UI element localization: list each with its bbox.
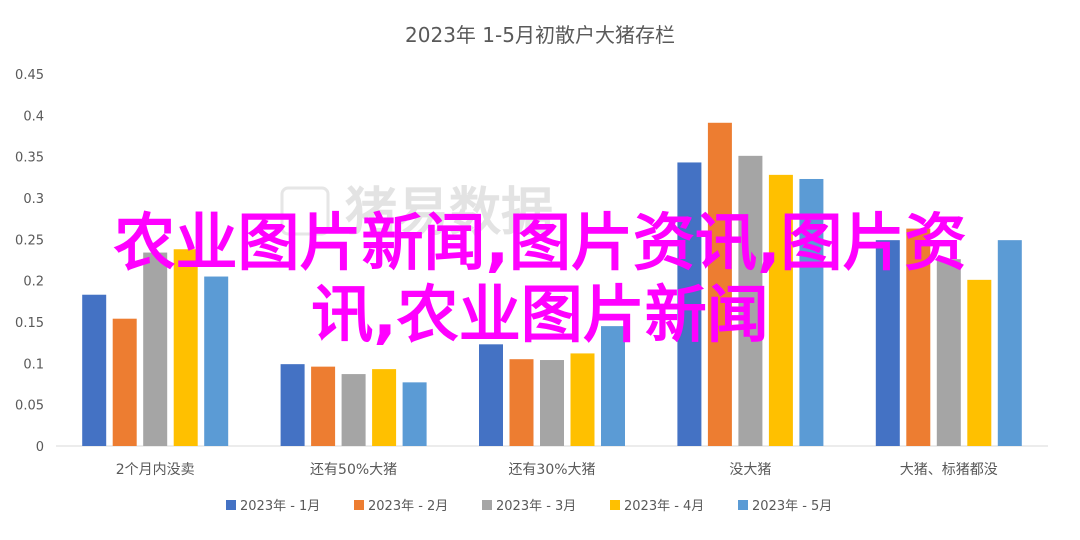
bar: [601, 326, 625, 446]
bar: [82, 294, 107, 446]
bar: [707, 122, 732, 447]
bar: [372, 369, 397, 446]
y-tick-label: 0.25: [15, 233, 44, 248]
bar: [570, 353, 595, 446]
y-tick-label: 0.1: [23, 357, 44, 372]
legend-swatch: [610, 500, 620, 510]
bar: [341, 374, 366, 446]
bar: [906, 228, 931, 446]
legend-label: 2023年 - 1月: [240, 499, 320, 514]
bar: [311, 366, 336, 446]
x-tick-label: 还有50%大猪: [310, 462, 397, 478]
legend-label: 2023年 - 4月: [624, 499, 704, 514]
bar: [280, 364, 305, 446]
legend-swatch: [226, 500, 236, 510]
y-tick-label: 0.3: [23, 192, 44, 207]
bar: [540, 360, 564, 446]
bar: [173, 249, 198, 446]
y-tick-label: 0: [36, 440, 44, 455]
y-tick-label: 0.15: [15, 316, 44, 331]
y-tick-label: 0.4: [23, 109, 44, 124]
bar: [677, 162, 702, 446]
bar: [936, 259, 961, 446]
bar: [738, 155, 763, 446]
bar: [112, 318, 137, 446]
bar: [204, 276, 229, 446]
y-tick-label: 0.2: [23, 275, 44, 290]
bar: [967, 279, 992, 446]
bar: [875, 240, 900, 446]
bar: [799, 178, 824, 446]
bar: [768, 174, 793, 446]
x-tick-label: 大猪、标猪都没: [900, 462, 998, 478]
legend-swatch: [482, 500, 492, 510]
bar: [402, 382, 427, 446]
bar: [509, 359, 534, 446]
legend-swatch: [354, 500, 364, 510]
legend-label: 2023年 - 5月: [752, 499, 832, 514]
x-tick-label: 还有30%大猪: [508, 462, 595, 478]
x-tick-label: 没大猪: [729, 462, 771, 478]
watermark-logo: [280, 186, 330, 236]
legend-swatch: [738, 500, 748, 510]
bar: [479, 344, 503, 446]
y-tick-label: 0.35: [15, 151, 44, 166]
legend-label: 2023年 - 3月: [496, 499, 576, 514]
y-tick-label: 0.45: [15, 68, 44, 83]
y-tick-label: 0.05: [15, 399, 44, 414]
watermark-text: 猪易数据: [345, 183, 553, 243]
x-tick-label: 2个月内没卖: [116, 462, 195, 478]
bar: [997, 240, 1022, 446]
bar: [143, 252, 168, 446]
legend-label: 2023年 - 2月: [368, 499, 448, 514]
chart-title: 2023年 1-5月初散户大猪存栏: [405, 23, 675, 47]
